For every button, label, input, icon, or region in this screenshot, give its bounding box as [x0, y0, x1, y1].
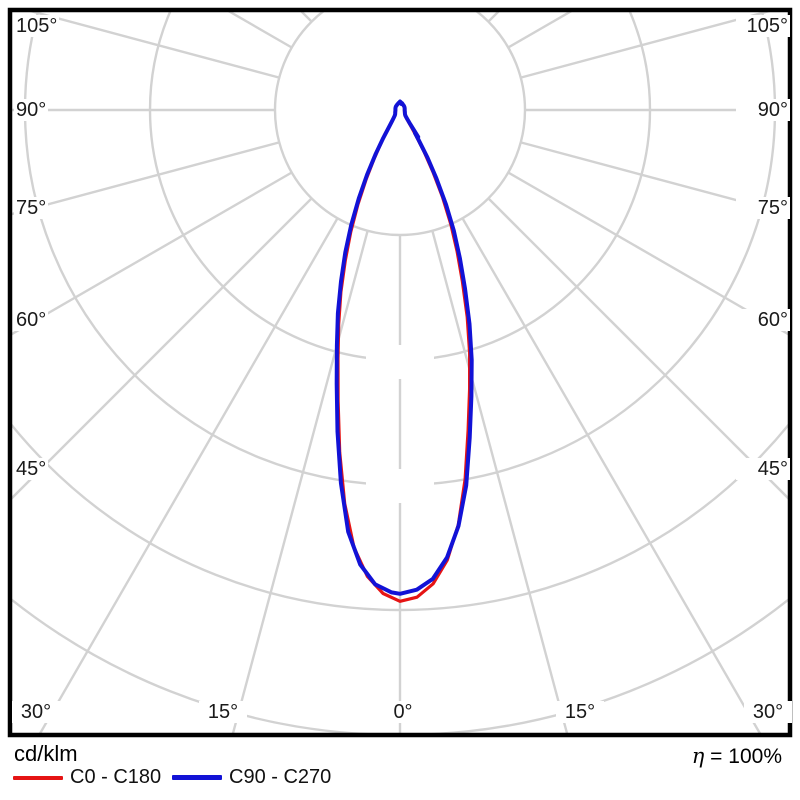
axis-label-bottom-15L: 15° [199, 701, 247, 723]
legend-item-c0-c180: C0 - C180 [13, 766, 161, 789]
axis-label-left-105: 105° [14, 15, 60, 37]
axis-label-left-45: 45° [14, 458, 49, 480]
polar-chart-canvas [7, 7, 793, 738]
legend-swatch-blue-line [172, 775, 222, 780]
axis-label-bottom-0: 0° [379, 701, 427, 723]
legend-item-c90-c270: C90 - C270 [172, 766, 331, 789]
axis-label-right-45: 45° [736, 458, 790, 480]
legend-swatch-red-line [13, 775, 63, 780]
units-label: cd/klm [14, 741, 78, 766]
axis-label-right-90: 90° [736, 99, 790, 121]
legend-label-c0-c180: C0 - C180 [70, 766, 162, 788]
axis-label-right-75: 75° [736, 197, 790, 219]
axis-label-left-75: 75° [14, 197, 49, 219]
axis-label-bottom-30R: 30° [744, 701, 792, 723]
axis-label-bottom-15R: 15° [556, 701, 604, 723]
axis-label-left-60: 60° [14, 309, 49, 331]
legend-label-c90-c270: C90 - C270 [229, 766, 332, 788]
axis-label-bottom-30L: 30° [12, 701, 60, 723]
efficiency-label: η = 100% [692, 744, 782, 769]
axis-label-right-60: 60° [736, 309, 790, 331]
eta-symbol: η [691, 744, 705, 768]
efficiency-value: = 100% [704, 745, 782, 768]
axis-label-right-105: 105° [736, 15, 790, 37]
axis-label-left-90: 90° [14, 99, 49, 121]
